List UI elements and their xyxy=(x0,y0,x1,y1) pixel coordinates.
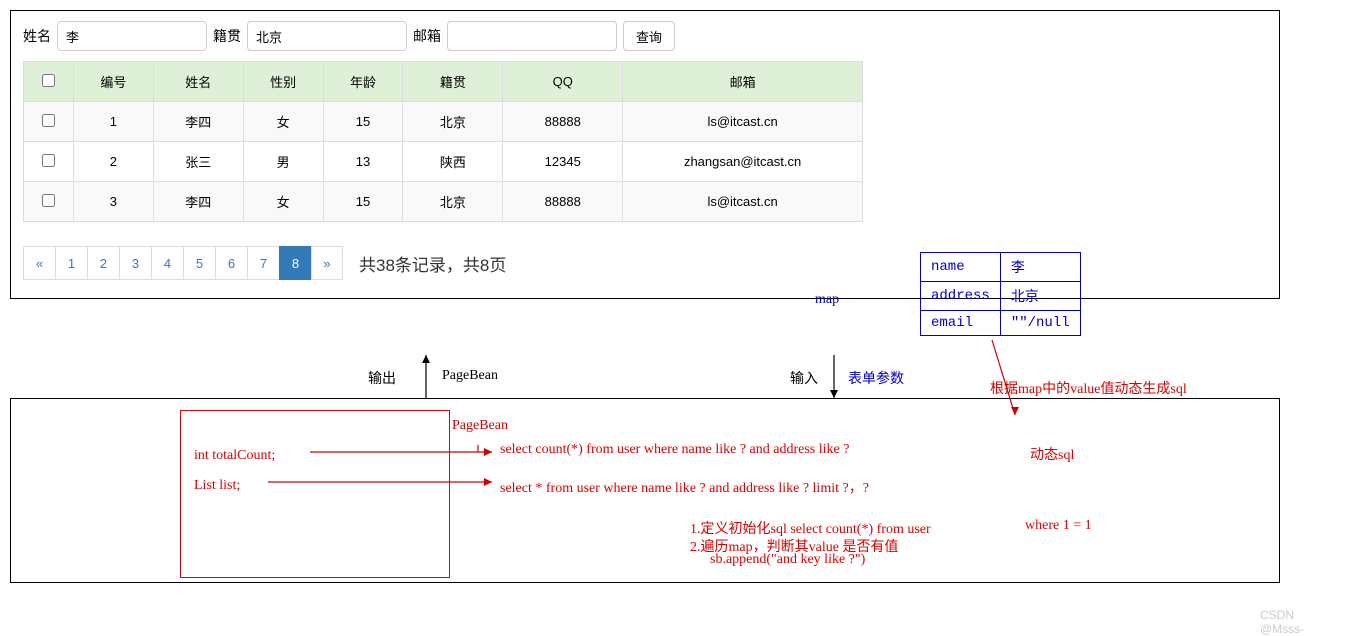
table-cell: 张三 xyxy=(153,142,243,182)
annotation-step1b: where 1 = 1 xyxy=(1025,518,1092,534)
col-header: 年龄 xyxy=(323,62,403,102)
col-header: 姓名 xyxy=(153,62,243,102)
table-cell: 15 xyxy=(323,102,403,142)
search-form: 姓名 籍贯 邮箱 查询 xyxy=(23,21,1267,51)
table-cell: 北京 xyxy=(403,182,503,222)
col-header xyxy=(24,62,74,102)
table-cell: 13 xyxy=(323,142,403,182)
table-cell: zhangsan@itcast.cn xyxy=(623,142,863,182)
table-row: 3李四女15北京88888ls@itcast.cn xyxy=(24,182,863,222)
pager-page[interactable]: 5 xyxy=(183,246,215,280)
annotation-pagebean_title: PageBean xyxy=(452,418,508,434)
table-cell: 女 xyxy=(243,182,323,222)
table-cell: 1 xyxy=(73,102,153,142)
map-cell: ""/null xyxy=(1000,311,1080,336)
table-cell: ls@itcast.cn xyxy=(623,102,863,142)
email-input[interactable] xyxy=(447,21,617,51)
table-row: 2张三男13陕西12345zhangsan@itcast.cn xyxy=(24,142,863,182)
map-cell: address xyxy=(921,282,1001,311)
col-header: 籍贯 xyxy=(403,62,503,102)
pager-next[interactable]: » xyxy=(311,246,343,280)
pager-page[interactable]: 1 xyxy=(55,246,87,280)
origin-input[interactable] xyxy=(247,21,407,51)
select-all-checkbox[interactable] xyxy=(42,74,55,87)
annotation-dyn_sql: 动态sql xyxy=(1030,444,1074,464)
table-cell: 12345 xyxy=(503,142,623,182)
table-cell: 15 xyxy=(323,182,403,222)
row-checkbox[interactable] xyxy=(42,194,55,207)
table-cell: 男 xyxy=(243,142,323,182)
col-header: QQ xyxy=(503,62,623,102)
col-header: 邮箱 xyxy=(623,62,863,102)
annotation-sql_list: select * from user where name like ? and… xyxy=(500,477,869,497)
table-cell: 88888 xyxy=(503,182,623,222)
name-input[interactable] xyxy=(57,21,207,51)
pager-prev[interactable]: « xyxy=(23,246,55,280)
email-label: 邮箱 xyxy=(413,26,441,46)
annotation-step1a: 1.定义初始化sql select count(*) from user xyxy=(690,518,931,538)
table-cell: 3 xyxy=(73,182,153,222)
table-cell: 北京 xyxy=(403,102,503,142)
table-cell: 2 xyxy=(73,142,153,182)
annotation-total_count: int totalCount; xyxy=(194,448,275,464)
row-checkbox[interactable] xyxy=(42,114,55,127)
map-cell: email xyxy=(921,311,1001,336)
annotation-pagebean_out: PageBean xyxy=(442,368,498,384)
origin-label: 籍贯 xyxy=(213,26,241,46)
col-header: 性别 xyxy=(243,62,323,102)
pagebean-box xyxy=(180,410,450,578)
table-cell xyxy=(24,182,74,222)
map-cell: 北京 xyxy=(1000,282,1080,311)
annotation-list: List list; xyxy=(194,478,240,494)
map-cell: 李 xyxy=(1000,253,1080,282)
pager-page[interactable]: 8 xyxy=(279,246,311,280)
table-cell xyxy=(24,102,74,142)
table-cell: ls@itcast.cn xyxy=(623,182,863,222)
table-cell: 女 xyxy=(243,102,323,142)
pager-page[interactable]: 2 xyxy=(87,246,119,280)
ui-panel: 姓名 籍贯 邮箱 查询 编号姓名性别年龄籍贯QQ邮箱 1李四女15北京88888… xyxy=(10,10,1280,299)
table-cell: 陕西 xyxy=(403,142,503,182)
annotation-input: 输入 xyxy=(790,368,818,388)
annotation-sql_count: select count(*) from user where name lik… xyxy=(500,442,849,458)
annotation-form_params: 表单参数 xyxy=(848,368,904,388)
pager-page[interactable]: 7 xyxy=(247,246,279,280)
map-label: map xyxy=(815,292,839,308)
pager-page[interactable]: 4 xyxy=(151,246,183,280)
map-cell: name xyxy=(921,253,1001,282)
col-header: 编号 xyxy=(73,62,153,102)
map-table: name李address北京email""/null xyxy=(920,252,1081,336)
watermark: CSDN @Msss- xyxy=(1260,608,1304,636)
table-cell xyxy=(24,142,74,182)
table-row: 1李四女15北京88888ls@itcast.cn xyxy=(24,102,863,142)
table-cell: 李四 xyxy=(153,102,243,142)
annotation-output: 输出 xyxy=(368,368,396,388)
search-button[interactable]: 查询 xyxy=(623,21,675,51)
table-cell: 88888 xyxy=(503,102,623,142)
results-table: 编号姓名性别年龄籍贯QQ邮箱 1李四女15北京88888ls@itcast.cn… xyxy=(23,61,863,222)
row-checkbox[interactable] xyxy=(42,154,55,167)
pager-page[interactable]: 6 xyxy=(215,246,247,280)
pager-page[interactable]: 3 xyxy=(119,246,151,280)
pager-info: 共38条记录，共8页 xyxy=(359,251,506,276)
annotation-step2b: sb.append("and key like ?") xyxy=(710,552,865,568)
annotation-map_sql_note: 根据map中的value值动态生成sql xyxy=(990,378,1187,398)
table-cell: 李四 xyxy=(153,182,243,222)
name-label: 姓名 xyxy=(23,26,51,46)
